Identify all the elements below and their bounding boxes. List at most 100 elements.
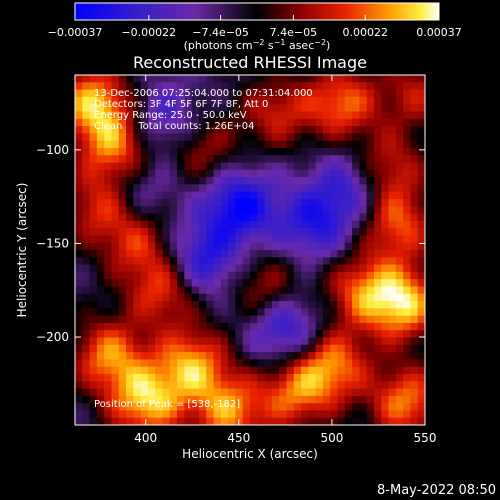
heatmap-cell xyxy=(184,395,193,404)
heatmap-cell xyxy=(220,286,229,295)
heatmap-cell xyxy=(403,315,411,324)
heatmap-cell xyxy=(140,75,149,83)
heatmap-cell xyxy=(235,235,244,244)
heatmap-cell xyxy=(177,177,185,185)
heatmap-cell xyxy=(286,337,295,346)
heatmap-cell xyxy=(133,344,142,353)
heatmap-cell xyxy=(220,162,229,171)
heatmap-cell xyxy=(162,344,171,353)
heatmap-cell xyxy=(271,388,280,397)
heatmap-cell xyxy=(395,322,404,331)
heatmap-cell xyxy=(126,147,134,156)
heatmap-cell xyxy=(126,286,134,295)
heatmap-cell xyxy=(322,118,331,127)
heatmap-cell xyxy=(82,104,90,112)
heatmap-cell xyxy=(381,126,389,134)
heatmap-cell xyxy=(330,184,338,193)
heatmap-cell xyxy=(220,126,229,134)
heatmap-cell xyxy=(403,417,411,426)
heatmap-cell xyxy=(388,104,397,112)
heatmap-cell xyxy=(286,410,295,419)
heatmap-cell xyxy=(257,308,265,317)
heatmap-cell xyxy=(155,75,163,83)
heatmap-cell xyxy=(206,118,214,127)
heatmap-cell xyxy=(250,308,258,317)
heatmap-cell xyxy=(198,352,207,360)
heatmap-cell xyxy=(271,286,280,295)
heatmap-cell xyxy=(403,89,411,98)
heatmap-cell xyxy=(213,322,222,331)
heatmap-cell xyxy=(381,264,389,273)
heatmap-cell xyxy=(82,293,90,302)
heatmap-cell xyxy=(111,220,120,229)
heatmap-cell xyxy=(403,118,411,127)
heatmap-cell xyxy=(169,75,178,83)
heatmap-cell xyxy=(235,308,244,317)
heatmap-cell xyxy=(359,184,368,193)
heatmap-cell xyxy=(133,264,142,273)
heatmap-cell xyxy=(366,403,375,411)
heatmap-cell xyxy=(133,111,142,120)
heatmap-cell xyxy=(250,177,258,185)
heatmap-cell xyxy=(118,308,127,317)
heatmap-cell xyxy=(169,330,178,338)
heatmap-cell xyxy=(242,330,251,338)
heatmap-cell xyxy=(417,75,426,83)
heatmap-cell xyxy=(147,75,156,83)
heatmap-cell xyxy=(381,228,389,236)
heatmap-cell xyxy=(228,242,236,251)
heatmap-cell xyxy=(118,315,127,324)
heatmap-cell xyxy=(133,410,142,419)
heatmap-cell xyxy=(82,228,90,236)
heatmap-cell xyxy=(271,162,280,171)
heatmap-cell xyxy=(111,96,120,105)
heatmap-cell xyxy=(155,169,163,178)
heatmap-cell xyxy=(220,293,229,302)
heatmap-cell xyxy=(395,162,404,171)
heatmap-cell xyxy=(279,395,287,404)
heatmap-cell xyxy=(410,366,419,375)
heatmap-cell xyxy=(242,286,251,295)
heatmap-cell xyxy=(286,257,295,265)
heatmap-cell xyxy=(315,126,324,134)
heatmap-cell xyxy=(169,213,178,222)
heatmap-cell xyxy=(388,279,397,287)
heatmap-cell xyxy=(82,395,90,404)
heatmap-cell xyxy=(213,315,222,324)
heatmap-cell xyxy=(206,147,214,156)
heatmap-cell xyxy=(118,286,127,295)
heatmap-cell xyxy=(242,162,251,171)
heatmap-cell xyxy=(140,337,149,346)
heatmap-cell xyxy=(242,308,251,317)
heatmap-cell xyxy=(344,169,353,178)
heatmap-cell xyxy=(315,293,324,302)
heatmap-cell xyxy=(89,301,98,309)
heatmap-cell xyxy=(133,279,142,287)
heatmap-cell xyxy=(206,388,214,397)
heatmap-cell xyxy=(242,293,251,302)
heatmap-cell xyxy=(352,322,360,331)
heatmap-cell xyxy=(301,155,309,163)
heatmap-cell xyxy=(373,104,382,112)
heatmap-cell xyxy=(75,366,83,375)
heatmap-cell xyxy=(162,82,171,90)
heatmap-cell xyxy=(111,104,120,112)
heatmap-cell xyxy=(220,213,229,222)
heatmap-cell xyxy=(184,177,193,185)
heatmap-cell xyxy=(301,344,309,353)
heatmap-cell xyxy=(169,118,178,127)
heatmap-cell xyxy=(75,242,83,251)
heatmap-cell xyxy=(403,75,411,83)
heatmap-cell xyxy=(359,75,368,83)
heatmap-cell xyxy=(279,359,287,368)
heatmap-cell xyxy=(308,344,317,353)
heatmap-cell xyxy=(308,235,317,244)
heatmap-cell xyxy=(140,184,149,193)
heatmap-cell xyxy=(337,111,346,120)
heatmap-cell xyxy=(89,388,98,397)
heatmap-cell xyxy=(264,213,273,222)
heatmap-cell xyxy=(213,118,222,127)
heatmap-cell xyxy=(198,96,207,105)
heatmap-cell xyxy=(111,177,120,185)
heatmap-cell xyxy=(96,337,105,346)
